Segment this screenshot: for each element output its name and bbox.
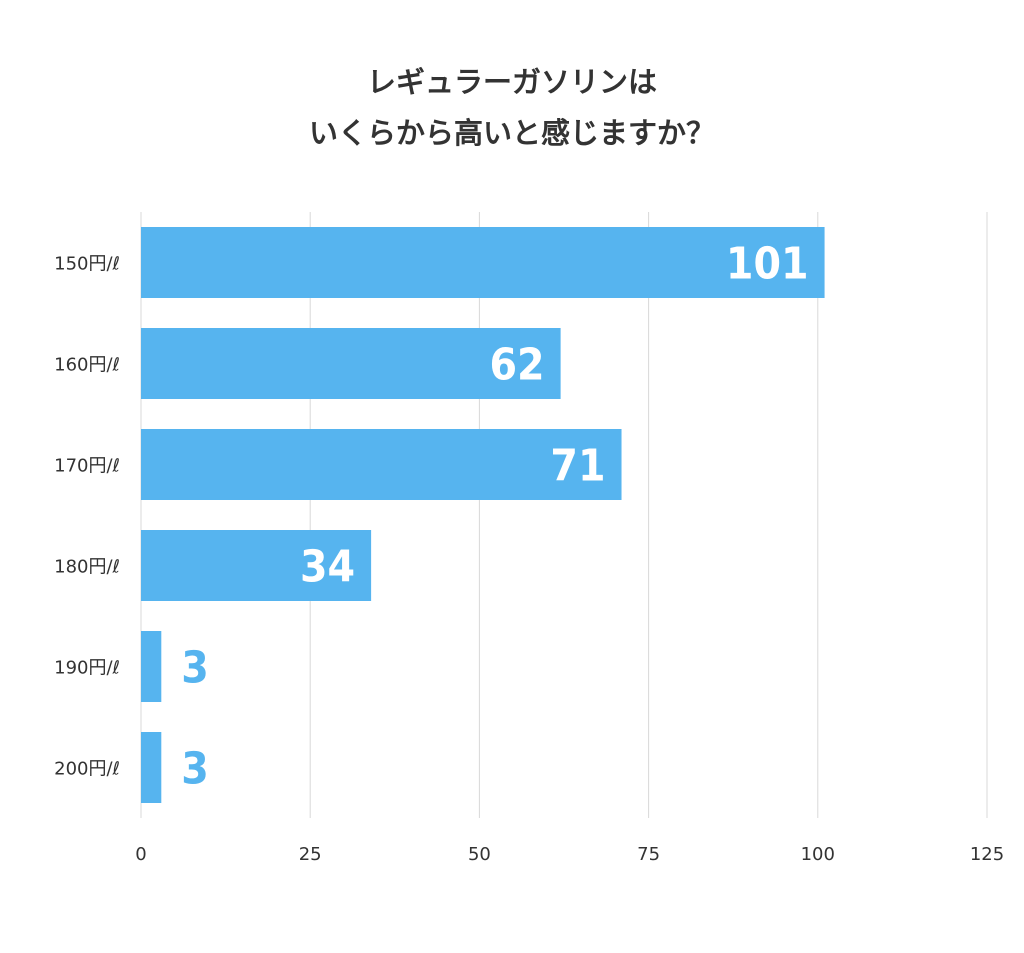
category-label: 150円/ℓ — [54, 254, 120, 275]
bar — [141, 227, 825, 298]
bar — [141, 328, 561, 399]
data-label: 3 — [181, 643, 209, 694]
bar — [141, 429, 622, 500]
data-label: 71 — [550, 441, 605, 492]
chart-title-line-1: レギュラーガソリンは — [367, 65, 657, 99]
data-label: 34 — [300, 542, 355, 593]
category-label: 170円/ℓ — [54, 456, 120, 477]
x-tick-label: 75 — [637, 844, 660, 865]
category-label: 190円/ℓ — [54, 658, 120, 679]
data-label: 101 — [726, 239, 809, 290]
bar — [141, 732, 162, 803]
x-tick-label: 25 — [299, 844, 322, 865]
data-label: 3 — [181, 744, 209, 795]
x-tick-label: 100 — [801, 844, 835, 865]
x-tick-label: 125 — [970, 844, 1004, 865]
category-label: 160円/ℓ — [54, 355, 120, 376]
x-tick-label: 50 — [468, 844, 491, 865]
x-tick-label: 0 — [135, 844, 146, 865]
data-label: 62 — [490, 340, 545, 391]
chart-title-line-2: いくらから高いと感じますか？ — [309, 116, 715, 150]
category-label: 200円/ℓ — [54, 759, 120, 780]
category-label: 180円/ℓ — [54, 557, 120, 578]
bar — [141, 631, 162, 702]
bar — [141, 530, 372, 601]
